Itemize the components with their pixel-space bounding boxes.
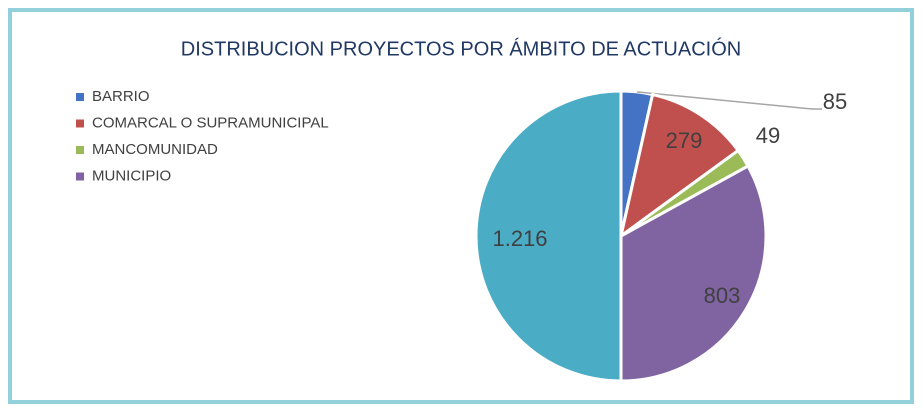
- legend-swatch: [76, 146, 84, 154]
- pie-slice: [619, 163, 768, 383]
- leader-line: [636, 91, 822, 110]
- pie-slice: [618, 92, 741, 240]
- legend-label: COMARCAL O SUPRAMUNICIPAL: [92, 114, 329, 131]
- chart-frame: [8, 8, 914, 404]
- data-label: 1.216: [492, 226, 547, 251]
- legend-label: BARRIO: [92, 88, 150, 105]
- pie-slice: [474, 89, 623, 383]
- legend-swatch: [76, 93, 84, 101]
- legend-swatch: [76, 172, 84, 181]
- chart-title: DISTRIBUCION PROYECTOS POR ÁMBITO DE ACT…: [181, 37, 741, 60]
- data-label: 85: [823, 89, 847, 114]
- legend-label: MANCOMUNIDAD: [92, 141, 218, 158]
- data-label: 49: [756, 123, 780, 148]
- legend-label: MUNICIPIO: [92, 167, 171, 184]
- legend-swatch: [76, 119, 84, 128]
- data-label: 803: [704, 283, 741, 308]
- data-label: 279: [666, 128, 703, 153]
